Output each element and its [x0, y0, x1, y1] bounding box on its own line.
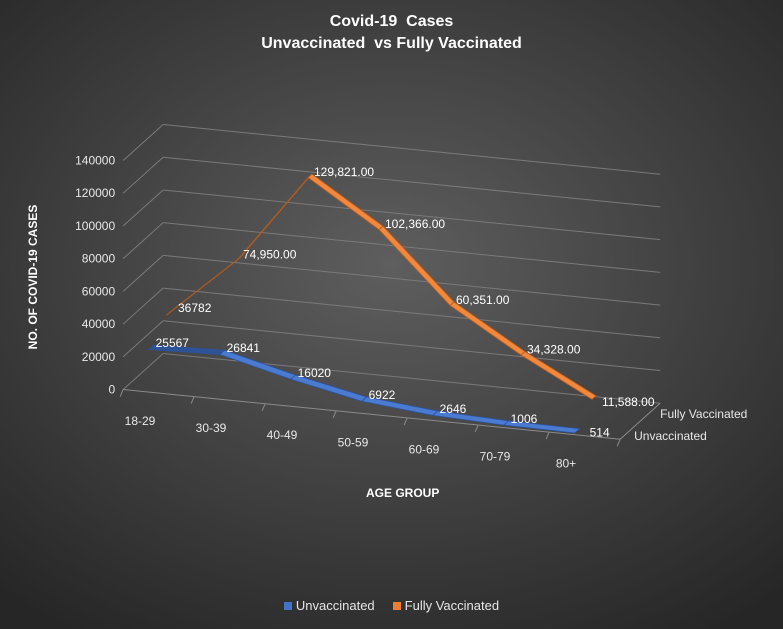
- gridline-back: [163, 254, 661, 306]
- y-tick-label: 140000: [75, 154, 115, 168]
- x-tick-mark: [332, 410, 337, 419]
- x-tick-label: 40-49: [267, 428, 298, 442]
- gridline-side: [122, 189, 164, 227]
- data-label-unvaccinated: 2646: [440, 402, 467, 416]
- gridline-back: [163, 222, 661, 273]
- legend-label-unvaccinated: Unvaccinated: [295, 598, 375, 613]
- x-tick-label: 60-69: [409, 442, 440, 456]
- gridline-side: [122, 353, 164, 390]
- legend-swatch-unvaccinated: [283, 601, 292, 610]
- data-label-unvaccinated: 1006: [511, 412, 538, 426]
- depth-label-fully-vaccinated: Fully Vaccinated: [660, 407, 747, 421]
- x-tick-mark: [616, 439, 621, 447]
- y-tick-label: 20000: [82, 350, 116, 364]
- gridline-side: [122, 255, 164, 292]
- data-label-unvaccinated: 514: [590, 426, 610, 440]
- depth-label-unvaccinated: Unvaccinated: [634, 429, 707, 443]
- y-tick-label: 40000: [82, 317, 116, 331]
- y-tick-label: 120000: [75, 186, 115, 200]
- data-label-unvaccinated: 6922: [369, 388, 396, 402]
- x-tick-label: 50-59: [338, 435, 369, 449]
- x-axis-title: AGE GROUP: [366, 486, 440, 500]
- gridline-side: [122, 156, 164, 194]
- x-tick-mark: [119, 389, 124, 397]
- ribbon-segment-fully-vaccinated: [520, 351, 597, 400]
- legend: Unvaccinated Fully Vaccinated: [0, 598, 783, 613]
- chart-title: Covid-19 Cases Unvaccinated vs Fully Vac…: [0, 11, 783, 55]
- y-tick-label: 0: [108, 383, 115, 397]
- chart-title-line-1: Covid-19 Cases: [329, 13, 454, 30]
- gridline-back: [163, 320, 661, 371]
- y-axis-title: NO. OF COVID-19 CASES: [26, 204, 40, 350]
- ribbon-segment-fully-vaccinated: [307, 173, 384, 231]
- data-label-fully-vaccinated: 34,328.00: [527, 343, 581, 357]
- ribbon-segment-fully-vaccinated: [378, 225, 455, 307]
- x-tick-label: 80+: [556, 457, 576, 471]
- gridline-back: [163, 189, 661, 241]
- gridline-back: [163, 124, 661, 175]
- gridline-back: [163, 156, 661, 208]
- x-tick-label: 70-79: [480, 450, 511, 464]
- x-tick-label: 30-39: [196, 421, 227, 435]
- data-label-fully-vaccinated: 74,950.00: [243, 248, 297, 262]
- x-tick-label: 18-29: [125, 414, 156, 428]
- y-tick-label: 60000: [82, 284, 116, 298]
- data-label-fully-vaccinated: 102,366.00: [385, 217, 445, 231]
- chart-title-line-2: Unvaccinated vs Fully Vaccinated: [261, 35, 522, 52]
- x-tick-mark: [545, 431, 550, 440]
- y-tick-label: 80000: [82, 252, 116, 266]
- data-label-fully-vaccinated: 129,821.00: [314, 165, 374, 179]
- x-tick-mark: [261, 403, 266, 411]
- legend-item-unvaccinated: Unvaccinated: [283, 598, 375, 613]
- gridline-side: [122, 124, 164, 161]
- legend-item-fully-vaccinated: Fully Vaccinated: [392, 598, 500, 613]
- gridline-side: [122, 222, 164, 260]
- data-label-unvaccinated: 16020: [298, 366, 332, 380]
- data-label-fully-vaccinated: 11,588.00: [602, 395, 655, 409]
- floor-right-edge: [619, 402, 661, 440]
- x-tick-mark: [403, 417, 408, 426]
- gridline-back: [163, 287, 661, 339]
- data-label-fully-vaccinated: 36782: [178, 301, 212, 315]
- legend-swatch-fully-vaccinated: [392, 601, 401, 610]
- data-label-fully-vaccinated: 60,351.00: [456, 293, 510, 307]
- ribbon-segment-fully-vaccinated: [449, 301, 526, 356]
- data-label-unvaccinated: 25567: [156, 336, 190, 350]
- gridline-side: [122, 320, 164, 358]
- x-tick-mark: [474, 424, 479, 433]
- data-label-unvaccinated: 26841: [227, 341, 261, 355]
- y-tick-label: 100000: [75, 219, 115, 233]
- x-tick-mark: [190, 396, 195, 404]
- gridline-side: [122, 287, 164, 325]
- legend-label-fully-vaccinated: Fully Vaccinated: [404, 598, 500, 613]
- floor-front-edge: [123, 389, 621, 440]
- ribbon-segment-unvaccinated: [502, 420, 581, 434]
